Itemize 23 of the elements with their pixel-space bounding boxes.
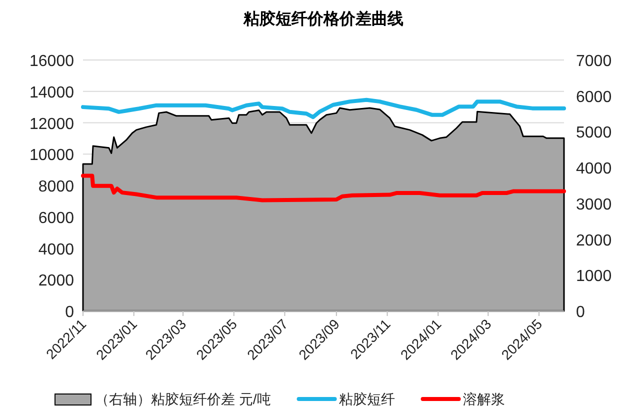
line-series [81, 174, 566, 202]
y-tick-label: 0 [65, 304, 74, 321]
y2-tick-label: 5000 [576, 124, 612, 142]
legend-label: 粘胶短纤 [338, 391, 395, 407]
y2-tick-label: 4000 [576, 160, 612, 178]
y-tick-label: 2000 [38, 272, 74, 290]
y2-tick-label: 1000 [576, 268, 612, 286]
y2-tick-label: 7000 [576, 53, 612, 70]
y2-tick-label: 2000 [576, 232, 612, 250]
legend-label: （右轴）粘胶短纤价差 元/吨 [95, 391, 271, 407]
y-tick-label: 6000 [38, 210, 74, 227]
legend-label: 溶解浆 [462, 391, 505, 407]
y-tick-label: 16000 [30, 53, 74, 70]
y-tick-label: 14000 [30, 84, 74, 102]
chart-title: 粘胶短纤价格价差曲线 [242, 10, 404, 28]
y-tick-label: 4000 [38, 241, 74, 258]
line-series [81, 98, 566, 120]
y2-tick-label: 0 [576, 304, 585, 321]
y-tick-label: 12000 [30, 116, 74, 133]
y-tick-label: 10000 [30, 147, 74, 164]
y2-tick-label: 3000 [576, 196, 612, 214]
y-tick-label: 8000 [38, 178, 74, 196]
y2-tick-label: 6000 [576, 88, 612, 106]
